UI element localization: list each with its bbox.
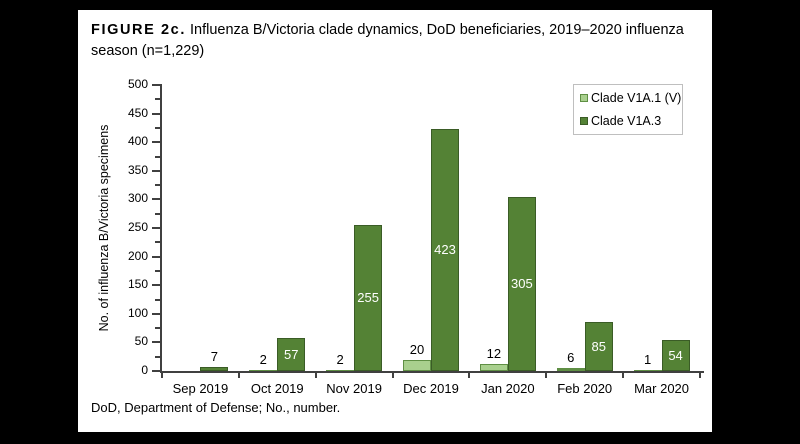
x-category-label: Nov 2019 (326, 381, 382, 396)
figure-title-text: Influenza B/Victoria clade dynamics, DoD… (91, 22, 684, 60)
bar-value-label-oct-2019: 57 (284, 346, 299, 362)
bar-v1a3-nov-2019 (354, 225, 383, 371)
figure-number: FIGURE 2c. (91, 22, 186, 38)
bar-value-label-mar-2020: 54 (668, 347, 683, 363)
legend-item-clade-v1a3: Clade V1A.3 (580, 114, 676, 128)
x-category-label: Feb 2020 (557, 381, 613, 396)
y-major-tick (152, 227, 160, 229)
y-tick-label: 100 (127, 305, 148, 320)
y-axis-line (160, 84, 162, 373)
bar-value-label-sep-2019: 7 (210, 349, 219, 364)
bar-v1a3-feb-2020 (584, 322, 613, 371)
y-tick-label: 500 (127, 77, 148, 91)
x-category-label: Oct 2019 (250, 381, 304, 396)
bar-v1a1-jan-2020 (479, 364, 508, 371)
bar-value-label-mar-2020: 1 (643, 352, 652, 367)
y-minor-tick (155, 269, 160, 272)
bar-value-label-nov-2019: 2 (336, 352, 344, 367)
y-major-tick (152, 370, 160, 372)
bar-value-label-jan-2020: 305 (510, 276, 533, 291)
y-minor-tick (155, 155, 160, 158)
bar-v1a3-dec-2019 (431, 129, 459, 371)
x-category-label: Sep 2019 (172, 381, 229, 396)
legend-item-clade-v1a1: Clade V1A.1 (V) (580, 91, 681, 105)
legend-swatch-light-green-icon (580, 94, 588, 102)
x-tick (391, 371, 394, 378)
y-tick-label: 300 (127, 191, 148, 206)
y-minor-tick (155, 355, 160, 358)
bar-v1a1-nov-2019 (326, 370, 355, 371)
x-category-label: Jan 2020 (481, 381, 535, 396)
bar-v1a3-sep-2019 (200, 367, 229, 371)
y-minor-tick (155, 126, 160, 129)
legend-label-clade-v1a1: Clade V1A.1 (V) (591, 91, 682, 105)
bar-v1a1-mar-2020 (633, 370, 662, 371)
y-major-tick (152, 341, 160, 344)
y-major-tick (152, 112, 160, 115)
x-axis-line (160, 371, 704, 373)
bar-value-label-feb-2020: 6 (567, 350, 575, 365)
y-major-tick (152, 312, 160, 315)
legend: Clade V1A.1 (V) Clade V1A.3 (573, 84, 683, 135)
x-tick (161, 371, 163, 378)
y-tick-label: 450 (127, 105, 148, 120)
x-category-label: Dec 2019 (403, 381, 459, 396)
y-major-tick (152, 84, 160, 86)
y-major-tick (152, 169, 160, 172)
bar-value-label-dec-2019: 423 (434, 242, 456, 257)
bar-v1a1-oct-2019 (249, 370, 278, 371)
bar-value-label-jan-2020: 12 (486, 346, 502, 361)
y-tick-label: 250 (127, 220, 148, 234)
y-tick-label: 0 (141, 363, 148, 377)
y-major-tick (152, 255, 160, 258)
x-tick (468, 371, 471, 378)
y-major-tick (152, 141, 160, 144)
x-tick (237, 371, 240, 378)
bar-value-label-oct-2019: 2 (259, 352, 267, 367)
bar-value-label-dec-2019: 20 (409, 342, 425, 357)
x-tick (545, 371, 548, 378)
figure-panel: FIGURE 2c. Influenza B/Victoria clade dy… (78, 10, 712, 432)
footnote: DoD, Department of Defense; No., number. (91, 400, 341, 415)
y-minor-tick (155, 98, 160, 101)
y-minor-tick (155, 241, 160, 244)
y-major-tick (152, 284, 160, 287)
bar-v1a1-dec-2019 (403, 360, 431, 371)
y-minor-tick (155, 184, 160, 187)
y-minor-tick (155, 298, 160, 301)
bar-value-label-nov-2019: 255 (357, 290, 379, 305)
y-tick-label: 200 (127, 248, 148, 263)
y-tick-label: 150 (127, 277, 148, 292)
y-tick-label: 50 (134, 334, 148, 349)
x-tick (699, 371, 701, 378)
y-minor-tick (155, 212, 160, 215)
y-axis-title: No. of influenza B/Victoria specimens (97, 124, 111, 332)
bar-v1a1-feb-2020 (556, 368, 585, 371)
y-tick-label: 350 (127, 162, 148, 177)
bar-v1a3-jan-2020 (507, 197, 536, 371)
y-minor-tick (155, 327, 160, 330)
x-tick (314, 371, 317, 378)
legend-label-clade-v1a3: Clade V1A.3 (591, 114, 662, 128)
x-category-label: Mar 2020 (634, 381, 690, 396)
y-tick-label: 400 (127, 134, 148, 149)
bar-value-label-feb-2020: 85 (591, 338, 606, 354)
x-tick (622, 371, 625, 378)
y-major-tick (152, 198, 160, 201)
bar-chart: No. of influenza B/Victoria specimens Cl… (78, 10, 712, 432)
bar-v1a3-oct-2019 (277, 338, 306, 371)
figure-title: FIGURE 2c. Influenza B/Victoria clade dy… (91, 20, 699, 62)
bar-v1a3-mar-2020 (661, 340, 690, 371)
legend-swatch-dark-green-icon (580, 117, 588, 125)
